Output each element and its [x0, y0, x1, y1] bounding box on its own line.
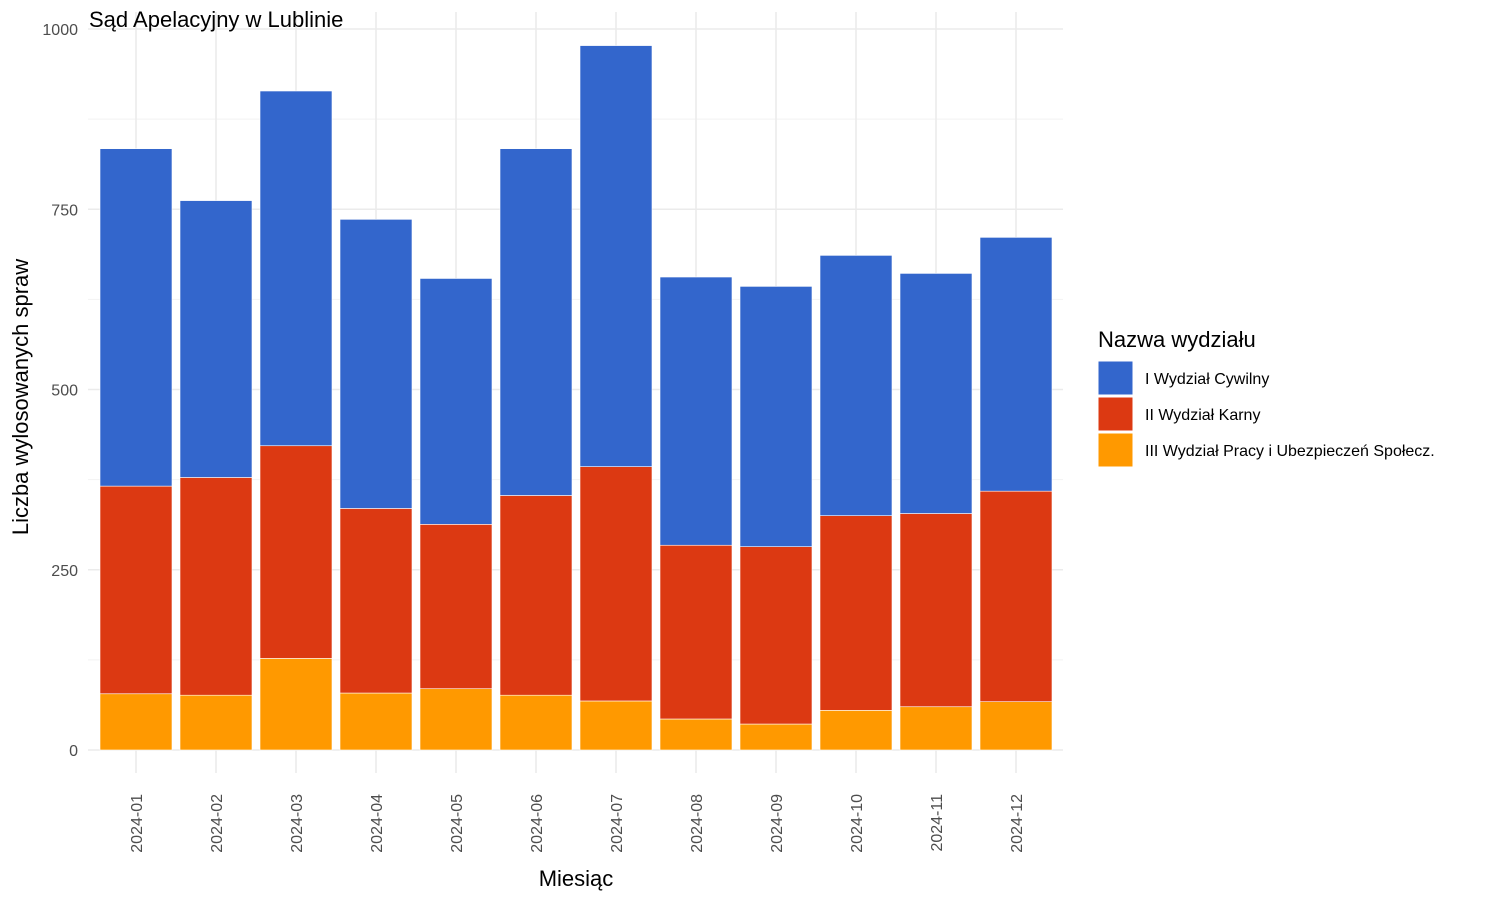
bar-segment-2024-01-s2[interactable] — [99, 148, 173, 487]
bar-segment-2024-07-s1[interactable] — [579, 466, 653, 702]
legend: Nazwa wydziału I Wydział Cywilny II Wydzi… — [1097, 327, 1435, 468]
bar-segment-2024-10-s0[interactable] — [819, 710, 893, 751]
bar-segment-2024-12-s2[interactable] — [979, 237, 1053, 492]
x-tick-label: 2024-11 — [929, 794, 946, 852]
x-tick-label: 2024-01 — [129, 794, 146, 853]
bar-segment-2024-03-s0[interactable] — [259, 658, 333, 751]
x-tick-label: 2024-12 — [1009, 794, 1026, 853]
y-tick-labels: 0 250 500 750 1000 — [42, 22, 78, 760]
x-tick-label: 2024-08 — [689, 794, 706, 853]
legend-label: I Wydział Cywilny — [1145, 371, 1269, 388]
y-axis-title: Liczba wylosowanych spraw — [8, 259, 33, 535]
bar-segment-2024-02-s2[interactable] — [179, 200, 253, 478]
bar-segment-2024-04-s1[interactable] — [339, 508, 413, 694]
bar-segment-2024-12-s1[interactable] — [979, 490, 1053, 702]
bar-segment-2024-01-s1[interactable] — [99, 485, 173, 695]
bar-segment-2024-02-s1[interactable] — [179, 477, 253, 696]
x-tick-label: 2024-03 — [289, 794, 306, 853]
bar-segment-2024-06-s1[interactable] — [499, 495, 573, 696]
bar-segment-2024-03-s2[interactable] — [259, 90, 333, 447]
bar-segment-2024-11-s0[interactable] — [899, 706, 973, 751]
bar-segment-2024-10-s2[interactable] — [819, 255, 893, 516]
bar-segment-2024-06-s2[interactable] — [499, 148, 573, 496]
x-tick-label: 2024-04 — [369, 794, 386, 853]
bar-segment-2024-08-s2[interactable] — [659, 276, 733, 546]
bar-segment-2024-04-s0[interactable] — [339, 692, 413, 751]
bar-segment-2024-09-s1[interactable] — [739, 546, 813, 725]
bar-segment-2024-12-s0[interactable] — [979, 701, 1053, 751]
bar-segment-2024-10-s1[interactable] — [819, 515, 893, 711]
x-tick-label: 2024-02 — [209, 794, 226, 853]
bar-segment-2024-11-s2[interactable] — [899, 273, 973, 514]
bar-segment-2024-03-s1[interactable] — [259, 445, 333, 659]
y-tick-label: 750 — [51, 202, 78, 219]
y-tick-label: 1000 — [42, 22, 78, 39]
legend-label: III Wydział Pracy i Ubezpieczeń Społecz. — [1145, 443, 1435, 460]
bar-segment-2024-05-s2[interactable] — [419, 278, 493, 525]
x-tick-label: 2024-07 — [609, 794, 626, 853]
x-axis-title: Miesiąc — [539, 866, 614, 891]
bar-segment-2024-05-s0[interactable] — [419, 688, 493, 751]
x-tick-label: 2024-09 — [769, 794, 786, 853]
bar-segment-2024-07-s2[interactable] — [579, 45, 653, 467]
bar-segment-2024-09-s2[interactable] — [739, 286, 813, 547]
chart-title: Sąd Apelacyjny w Lublinie — [89, 7, 343, 32]
bars-layer — [99, 45, 1053, 751]
bar-segment-2024-09-s0[interactable] — [739, 723, 813, 751]
bar-segment-2024-08-s0[interactable] — [659, 718, 733, 751]
bar-segment-2024-04-s2[interactable] — [339, 219, 413, 509]
legend-key — [1097, 360, 1134, 396]
bar-segment-2024-05-s1[interactable] — [419, 524, 493, 690]
x-tick-label: 2024-06 — [529, 794, 546, 853]
bar-segment-2024-06-s0[interactable] — [499, 694, 573, 751]
bar-segment-2024-01-s0[interactable] — [99, 693, 173, 751]
legend-key — [1097, 432, 1134, 468]
x-tick-labels: 2024-01 2024-02 2024-03 2024-04 2024-05 2024-… — [129, 794, 1026, 853]
x-tick-label: 2024-10 — [849, 794, 866, 853]
legend-label: II Wydział Karny — [1145, 407, 1260, 424]
x-tick-label: 2024-05 — [449, 794, 466, 853]
bar-segment-2024-02-s0[interactable] — [179, 694, 253, 751]
bar-segment-2024-07-s0[interactable] — [579, 700, 653, 751]
legend-title: Nazwa wydziału — [1098, 327, 1256, 352]
y-tick-label: 250 — [51, 563, 78, 580]
legend-key — [1097, 396, 1134, 432]
bar-segment-2024-08-s1[interactable] — [659, 544, 733, 720]
bar-segment-2024-11-s1[interactable] — [899, 513, 973, 708]
y-tick-label: 500 — [51, 383, 78, 400]
y-tick-label: 0 — [69, 743, 78, 760]
legend-items: I Wydział Cywilny II Wydział Karny III Wyd… — [1097, 360, 1435, 468]
